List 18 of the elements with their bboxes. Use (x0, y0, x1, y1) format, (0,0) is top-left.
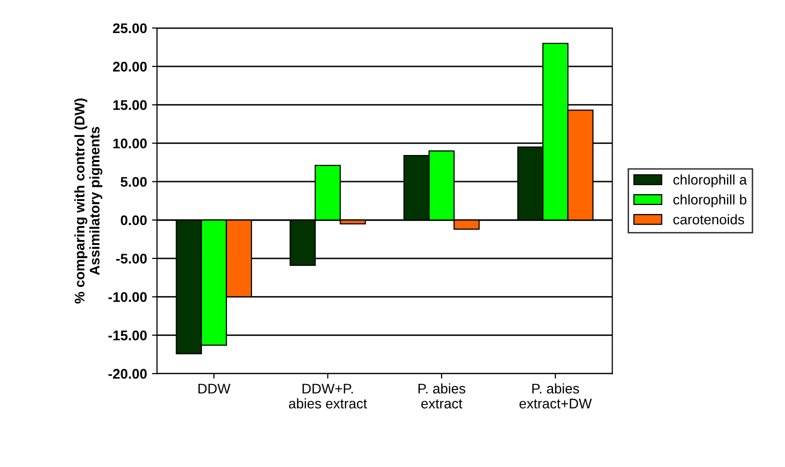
legend-label: chlorophill b (673, 194, 746, 208)
y-tick-label: 20.00 (113, 62, 147, 72)
y-tick-label: -10.00 (108, 292, 147, 302)
x-tick-label: DDW+P. abies extract (288, 384, 368, 408)
x-tick-label: P. abies extract (418, 383, 466, 408)
legend-label: chlorophill a (673, 174, 747, 188)
legend-label: carotenoids (673, 214, 744, 224)
y-tick-label: 15.00 (113, 100, 147, 110)
y-tick-label: 5.00 (120, 176, 147, 187)
x-tick-label: P. abies extract+DW (520, 383, 592, 408)
y-tick-label: -5.00 (116, 254, 147, 264)
y-tick-label: 25.00 (113, 23, 147, 34)
y-tick-label: -20.00 (108, 368, 147, 379)
x-tick-label: DDW (198, 384, 230, 394)
y-tick-label: -15.00 (108, 330, 147, 340)
y-tick-label: 0.00 (120, 215, 147, 226)
y-tick-label: 10.00 (113, 138, 147, 148)
y-axis-title: % comparing with control (DW) Assimilatory pigments (74, 98, 102, 304)
